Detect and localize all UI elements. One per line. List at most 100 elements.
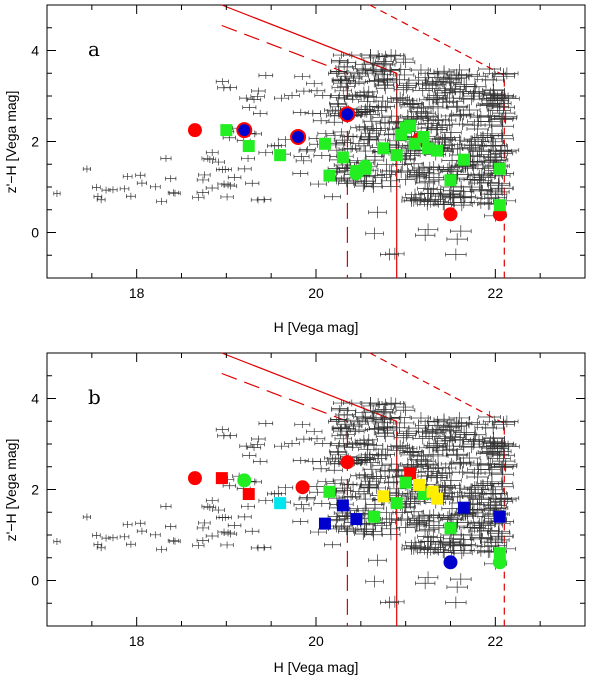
background-datapoint: [359, 433, 378, 446]
background-datapoint: [463, 155, 485, 168]
background-datapoint: [453, 78, 475, 91]
background-datapoint: [440, 479, 462, 492]
background-datapoint: [366, 517, 385, 530]
background-datapoint: [423, 161, 444, 174]
background-datapoint: [437, 511, 459, 524]
background-datapoint: [438, 536, 460, 549]
background-datapoint: [393, 83, 414, 96]
background-datapoint: [328, 70, 346, 78]
background-datapoint: [454, 190, 476, 203]
background-datapoint: [346, 428, 365, 436]
background-datapoint: [402, 445, 423, 458]
background-datapoint: [241, 502, 255, 510]
background-datapoint: [417, 571, 439, 584]
background-datapoint: [414, 542, 435, 555]
background-datapoint: [466, 150, 489, 163]
background-datapoint: [440, 126, 462, 139]
background-datapoint: [350, 124, 369, 132]
background-datapoint: [401, 458, 422, 471]
background-datapoint: [427, 89, 448, 102]
background-datapoint: [454, 161, 476, 174]
background-datapoint: [247, 130, 262, 138]
background-datapoint: [450, 417, 473, 430]
background-datapoint: [403, 542, 424, 555]
background-datapoint: [462, 87, 485, 100]
y-tick-label: 0: [31, 573, 39, 589]
background-datapoint: [380, 63, 400, 76]
background-datapoint: [481, 156, 505, 169]
background-datapoint: [491, 101, 515, 114]
background-datapoint: [295, 435, 312, 443]
selection-line-short-dash: [369, 352, 505, 626]
background-datapoint: [460, 539, 483, 552]
background-datapoint: [227, 521, 242, 529]
data-marker-square: [417, 130, 430, 143]
background-datapoint: [418, 117, 439, 130]
background-datapoint: [349, 418, 368, 426]
background-datapoint: [470, 174, 493, 187]
selection-line-short-dash: [369, 4, 505, 278]
background-datapoint: [251, 435, 266, 443]
background-datapoint: [375, 79, 394, 92]
background-datapoint: [350, 78, 368, 86]
background-datapoint: [354, 58, 373, 71]
background-datapoint: [258, 419, 274, 427]
background-datapoint: [440, 474, 462, 487]
data-marker-circle: [237, 473, 252, 488]
background-datapoint: [404, 495, 425, 508]
background-datapoint: [246, 96, 262, 104]
background-datapoint: [459, 497, 482, 510]
background-datapoint: [295, 157, 312, 165]
data-marker-circle: [340, 455, 355, 470]
background-datapoint: [361, 399, 380, 412]
background-datapoint: [335, 174, 353, 182]
background-datapoint: [329, 167, 347, 175]
background-datapoint: [354, 406, 373, 419]
background-datapoint: [404, 147, 425, 160]
data-marker-square: [404, 467, 417, 480]
background-datapoint: [412, 509, 433, 522]
background-datapoint: [350, 105, 368, 113]
background-datapoint: [387, 96, 407, 109]
background-datapoint: [417, 182, 438, 195]
background-datapoint: [222, 134, 236, 142]
background-datapoint: [101, 534, 111, 542]
background-datapoint: [417, 546, 438, 559]
background-datapoint: [365, 150, 385, 163]
background-datapoint: [487, 525, 510, 538]
background-datapoint: [478, 410, 501, 423]
background-datapoint: [493, 493, 517, 506]
background-datapoint: [464, 139, 487, 152]
background-datapoint: [331, 424, 349, 432]
background-datapoint: [470, 516, 493, 529]
background-datapoint: [440, 187, 462, 200]
background-datapoint: [359, 481, 378, 494]
background-datapoint: [415, 455, 436, 468]
background-datapoint: [375, 117, 395, 130]
background-datapoint: [477, 198, 500, 211]
background-datapoint: [317, 478, 335, 486]
background-datapoint: [364, 404, 383, 417]
background-datapoint: [406, 170, 427, 183]
background-datapoint: [348, 157, 367, 165]
background-datapoint: [427, 415, 448, 428]
background-datapoint: [433, 131, 455, 144]
background-datapoint: [361, 51, 380, 64]
background-datapoint: [391, 411, 411, 424]
background-datapoint: [380, 174, 400, 187]
background-datapoint: [484, 188, 508, 201]
x-tick-label: 22: [488, 633, 504, 649]
background-datapoint: [237, 165, 252, 173]
background-datapoint: [119, 533, 130, 541]
data-marker-square: [323, 169, 336, 182]
background-datapoint: [442, 532, 465, 545]
background-datapoint: [447, 71, 469, 84]
background-datapoint: [247, 478, 262, 486]
background-datapoint: [356, 493, 375, 506]
background-datapoint: [327, 517, 345, 525]
data-marker-square: [493, 199, 506, 212]
background-datapoint: [418, 187, 439, 200]
background-datapoint: [442, 538, 464, 551]
background-datapoint: [478, 545, 502, 558]
